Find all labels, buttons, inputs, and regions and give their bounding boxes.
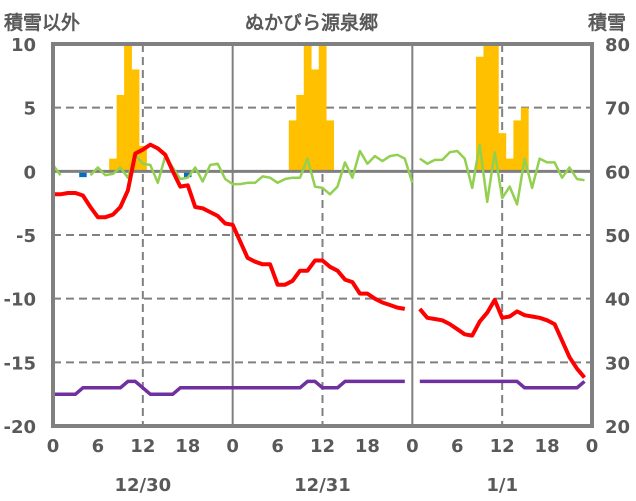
precip-bar [505, 158, 514, 172]
right-tick-label: 40 [605, 290, 630, 311]
x-tick-label: 12 [310, 436, 335, 457]
left-tick-label: 0 [23, 162, 36, 183]
left-tick-label: 10 [11, 35, 36, 56]
purple-series-line [419, 379, 586, 390]
x-tick-label: 18 [355, 436, 380, 457]
x-tick-label: 0 [406, 436, 419, 457]
green-series-line [89, 149, 414, 196]
x-tick-label: 0 [586, 436, 599, 457]
precip-bar [139, 145, 147, 172]
blue-mark [79, 171, 87, 178]
x-tick-label: 12 [490, 436, 515, 457]
left-tick-label: -5 [16, 226, 36, 247]
plot-frame [51, 42, 594, 428]
precip-bar [490, 44, 499, 172]
x-tick-label: 6 [451, 436, 464, 457]
left-tick-label: -10 [3, 290, 36, 311]
x-tick-label: 6 [271, 436, 284, 457]
right-tick-label: 60 [605, 162, 630, 183]
x-tick-label: 18 [175, 436, 200, 457]
precip-bar [311, 69, 320, 172]
right-tick-label: 20 [605, 417, 630, 438]
date-label: 12/31 [294, 475, 351, 496]
precip-bar [326, 120, 335, 172]
precip-bar [498, 133, 507, 172]
precip-bar [303, 44, 312, 172]
red-series-line [418, 297, 587, 379]
left-tick-label: -20 [3, 417, 36, 438]
precip-bar [513, 120, 522, 172]
right-tick-label: 30 [605, 353, 630, 374]
purple-series-line [53, 379, 405, 396]
precip-bar [288, 120, 297, 172]
red-series-line [53, 142, 406, 311]
right-tick-label: 70 [605, 99, 630, 120]
precip-bar [296, 94, 305, 172]
date-label: 1/1 [486, 475, 518, 496]
precip-bar [520, 107, 529, 172]
date-label: 12/30 [114, 475, 171, 496]
precip-bar [116, 94, 125, 172]
x-tick-label: 6 [92, 436, 105, 457]
precip-bar [483, 44, 492, 172]
precip-bar [475, 56, 484, 172]
x-tick-label: 0 [47, 436, 60, 457]
precip-bar [318, 44, 327, 172]
precip-bar [124, 44, 132, 172]
right-tick-label: 80 [605, 35, 630, 56]
left-tick-label: 5 [23, 99, 36, 120]
precip-bar [131, 69, 140, 172]
green-series-line [419, 143, 585, 206]
right-tick-label: 50 [605, 226, 630, 247]
left-tick-label: -15 [3, 353, 36, 374]
x-tick-label: 18 [535, 436, 560, 457]
left-axis-title: 積雪以外 [4, 12, 81, 34]
right-axis-title: 積雪 [588, 12, 627, 34]
blue-mark [184, 171, 192, 178]
x-tick-label: 0 [226, 436, 239, 457]
x-tick-label: 12 [130, 436, 155, 457]
chart-title: ぬかびら源泉郷 [245, 12, 379, 34]
precip-bar [109, 158, 117, 172]
